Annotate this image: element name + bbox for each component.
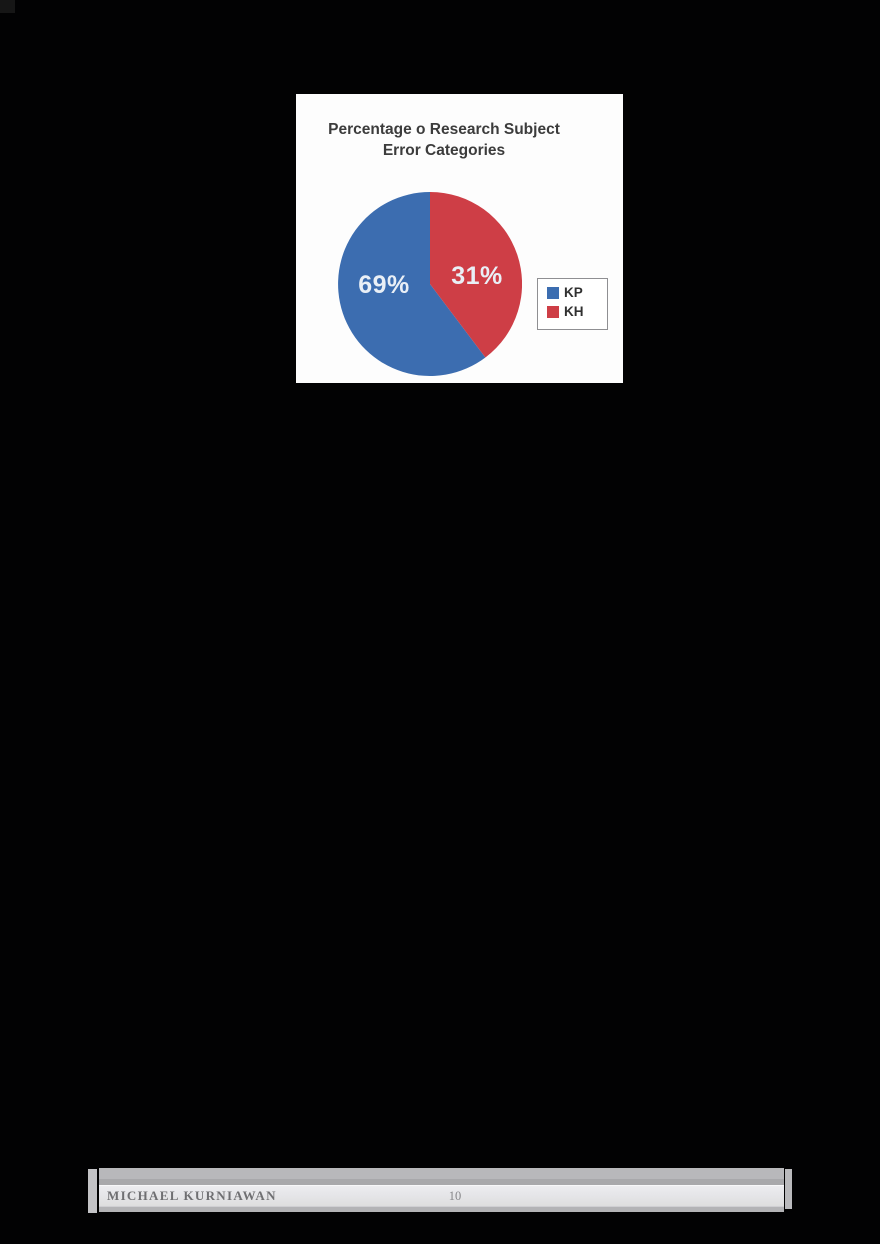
legend-label-kp: KP: [564, 285, 583, 300]
legend-item-kh: KH: [547, 305, 607, 318]
page-corner-artifact: [0, 0, 15, 13]
footer-inner-box: MICHAEL KURNIAWAN 10: [99, 1185, 784, 1207]
footer-left-tab: [88, 1169, 97, 1213]
pie-slice-kp: [338, 192, 486, 376]
pie-slice-kh: [430, 192, 522, 358]
legend-label-kh: KH: [564, 304, 584, 319]
chart-title: Percentage o Research Subject Error Cate…: [298, 120, 590, 161]
legend-swatch-kp: [547, 286, 559, 299]
legend-swatch-kh: [547, 305, 559, 318]
footer-right-tab: [785, 1169, 792, 1209]
legend-item-kp: KP: [547, 286, 607, 299]
chart-title-line1: Percentage o Research Subject: [328, 121, 560, 138]
footer-top-band: [99, 1168, 784, 1179]
footer-author: MICHAEL KURNIAWAN: [107, 1188, 277, 1203]
footer-bottom-band: [99, 1207, 784, 1212]
footer-page-number: 10: [448, 1189, 462, 1203]
pie-label-kh: 31%: [451, 262, 503, 290]
chart-title-line2: Error Categories: [382, 141, 506, 159]
footer-shadow-band: [99, 1179, 784, 1185]
page-footer: MICHAEL KURNIAWAN 10: [99, 1168, 784, 1212]
pie-chart: [338, 192, 522, 376]
pie-chart-figure: Percentage o Research Subject Error Cate…: [296, 94, 623, 383]
chart-legend: KP KH: [537, 278, 608, 330]
pie-label-kp: 69%: [358, 271, 410, 299]
